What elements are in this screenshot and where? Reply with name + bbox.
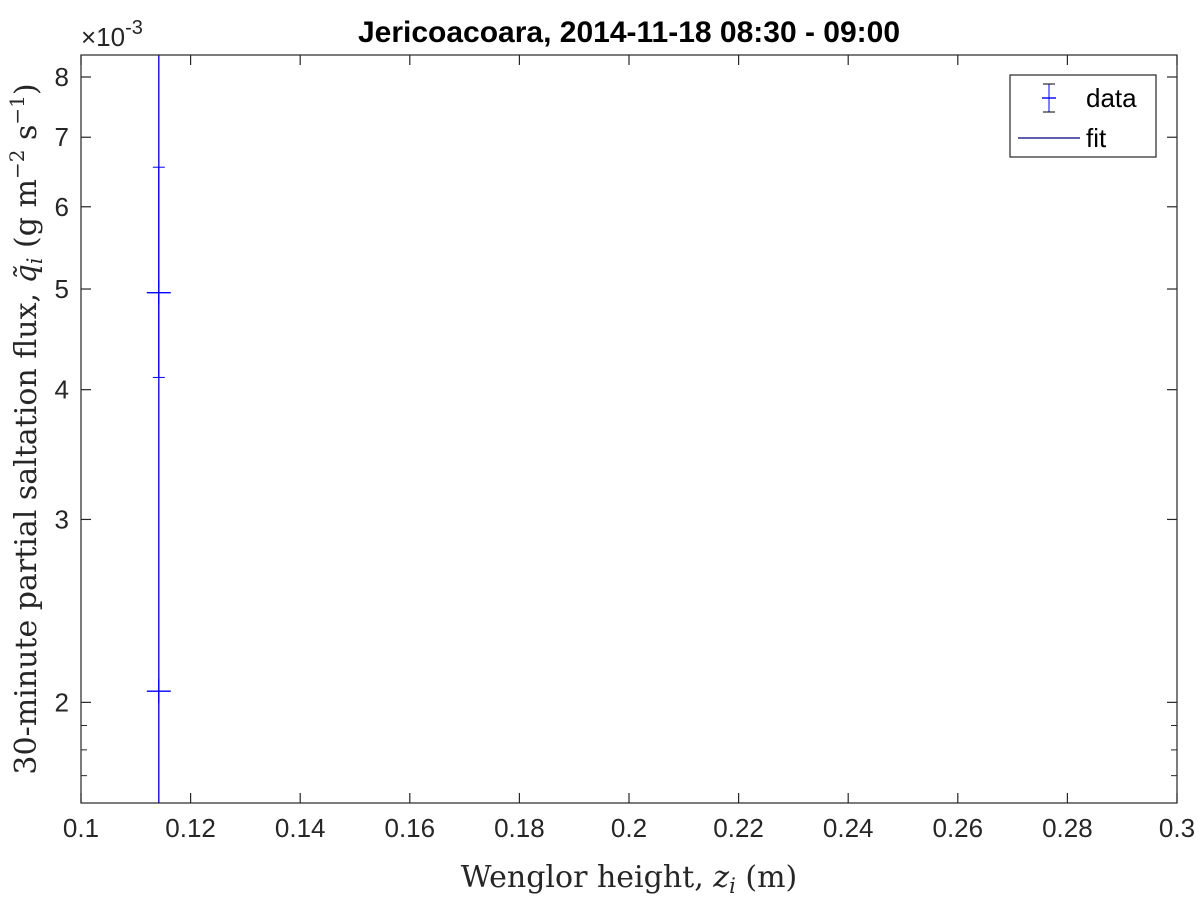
x-tick-label: 0.26	[932, 813, 983, 843]
y-label-exp2: −1	[5, 95, 29, 124]
x-tick-label: 0.12	[165, 813, 216, 843]
legend-data-marker	[1042, 83, 1056, 113]
y-tick-label: 2	[55, 687, 69, 717]
plot-frame	[80, 54, 1178, 804]
x-tick-label: 0.16	[384, 813, 435, 843]
series-layer	[146, 55, 171, 803]
x-tick-label: 0.14	[275, 813, 326, 843]
plot-area	[81, 55, 1177, 803]
y-tick-label: 7	[55, 122, 69, 152]
y-label-sub: i	[23, 257, 47, 264]
x-tick-label: 0.3	[1159, 813, 1195, 843]
x-label-suffix: (m)	[736, 860, 797, 895]
x-tick-label: 0.18	[494, 813, 545, 843]
x-axis-label: Wenglor height, zi (m)	[461, 860, 797, 898]
y-label-exp1: −2	[5, 150, 29, 179]
y-label-units-mid: s	[9, 125, 44, 150]
y-exponent-label: ×10-3	[81, 17, 143, 52]
y-tick-label: 4	[55, 375, 69, 405]
x-tick-label: 0.22	[713, 813, 764, 843]
legend-box	[1009, 74, 1157, 158]
y-tick-label: 5	[55, 274, 69, 304]
y-label-units-pre: (g m	[9, 179, 44, 257]
y-axis-label: 30-minute partial saltation flux, q̃i (g…	[5, 83, 47, 774]
y-axis: 2 3 4 5 6 7 8	[55, 62, 1177, 777]
y-label-prefix: 30-minute partial saltation flux,	[9, 283, 44, 774]
y-label-var: q̃	[9, 264, 44, 283]
x-axis: 0.1 0.12 0.14 0.16 0.18 0.2 0.22 0.24 0.26 0.28 0.…	[63, 55, 1195, 843]
legend-label-fit: fit	[1086, 123, 1107, 153]
y-exponent-power: -3	[125, 17, 143, 39]
y-exponent-base: ×10	[81, 22, 125, 52]
x-label-prefix: Wenglor height,	[461, 860, 714, 895]
chart-title: Jericoacoara, 2014-11-18 08:30 - 09:00	[358, 16, 900, 49]
x-label-sub: i	[729, 874, 736, 898]
x-tick-label: 0.28	[1042, 813, 1093, 843]
x-label-var: z	[712, 860, 729, 895]
y-tick-label: 3	[55, 504, 69, 534]
legend: data fit	[1009, 74, 1157, 158]
y-label-units-post: )	[9, 83, 44, 95]
x-tick-label: 0.1	[63, 813, 99, 843]
x-tick-label: 0.2	[611, 813, 647, 843]
y-tick-label: 6	[55, 192, 69, 222]
x-tick-label: 0.24	[823, 813, 874, 843]
y-tick-label: 8	[55, 62, 69, 92]
legend-label-data: data	[1086, 83, 1137, 113]
